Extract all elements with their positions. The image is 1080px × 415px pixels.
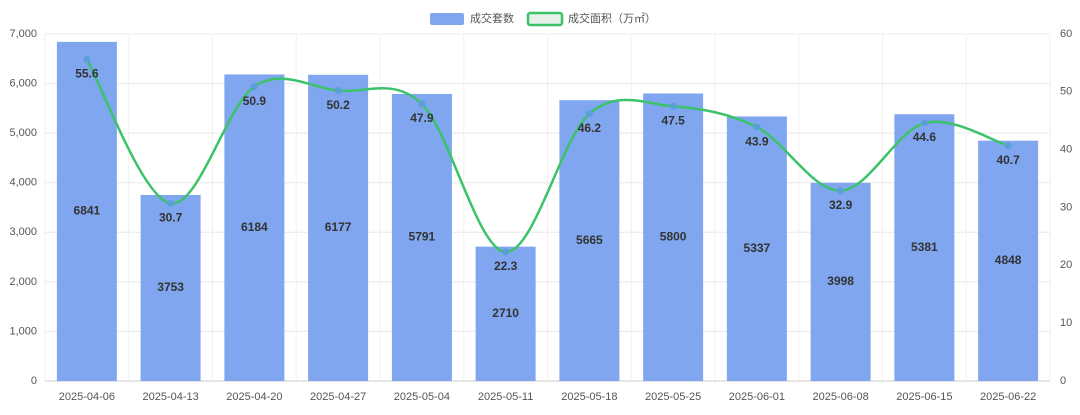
bar (391, 93, 452, 381)
line-point (753, 123, 761, 131)
line-value-label: 32.9 (829, 198, 853, 212)
bar (224, 74, 285, 381)
y2-tick-label: 20 (1060, 259, 1072, 271)
bar (810, 182, 871, 381)
bar-value-label: 6841 (74, 204, 101, 218)
x-tick-label: 2025-05-25 (645, 391, 701, 403)
bar-value-label: 6184 (241, 220, 268, 234)
bar (56, 41, 117, 381)
bar-value-label: 3753 (157, 280, 184, 294)
line-point (83, 55, 91, 63)
line-value-label: 47.9 (410, 111, 434, 125)
line-point (334, 87, 342, 95)
x-tick-label: 2025-05-11 (478, 391, 533, 403)
line-value-label: 22.3 (494, 259, 518, 273)
y-tick-label: 1,000 (9, 325, 37, 337)
bar (559, 100, 620, 381)
line-point (585, 110, 593, 118)
y-tick-label: 3,000 (9, 226, 37, 238)
legend-swatch (430, 13, 464, 25)
y2-tick-label: 10 (1060, 317, 1072, 329)
line-value-label: 44.6 (913, 130, 937, 144)
line-value-label: 46.2 (578, 121, 602, 135)
y2-tick-label: 50 (1060, 86, 1072, 98)
line-value-label: 30.7 (159, 211, 183, 225)
x-tick-label: 2025-04-06 (59, 391, 115, 403)
line-value-label: 50.2 (326, 98, 350, 112)
line-value-label: 55.6 (75, 67, 99, 81)
line-point (1004, 142, 1012, 150)
bar-value-label: 5665 (576, 233, 603, 247)
bar-value-label: 4848 (995, 253, 1022, 267)
bar-value-label: 5337 (744, 241, 771, 255)
y-tick-label: 0 (31, 375, 37, 387)
x-tick-label: 2025-04-27 (310, 391, 366, 403)
bar (978, 140, 1039, 381)
bar-value-label: 3998 (827, 274, 854, 288)
y-tick-label: 7,000 (9, 28, 37, 40)
line-value-label: 43.9 (745, 134, 769, 148)
y2-tick-label: 40 (1060, 144, 1072, 156)
x-tick-label: 2025-06-01 (729, 391, 785, 403)
x-tick-label: 2025-04-13 (142, 391, 198, 403)
line-value-label: 50.9 (243, 94, 267, 108)
line-point (837, 187, 845, 195)
bar-value-label: 6177 (325, 220, 352, 234)
line-point (502, 248, 510, 256)
y-tick-label: 2,000 (9, 276, 37, 288)
bar-value-label: 5791 (409, 230, 436, 244)
x-tick-label: 2025-06-08 (812, 391, 868, 403)
y2-tick-label: 0 (1060, 375, 1066, 387)
y-tick-label: 4,000 (9, 177, 37, 189)
line-value-label: 40.7 (996, 153, 1020, 167)
line-point (920, 119, 928, 127)
bar-value-label: 5381 (911, 240, 938, 254)
legend-label: 成交套数 (470, 11, 514, 25)
bar (894, 114, 955, 382)
line-point (418, 100, 426, 108)
x-tick-label: 2025-06-15 (896, 391, 952, 403)
line-point (250, 83, 258, 91)
x-tick-label: 2025-05-18 (561, 391, 617, 403)
bar (308, 74, 369, 381)
x-tick-label: 2025-05-04 (394, 391, 450, 403)
y-tick-label: 5,000 (9, 127, 37, 139)
bar (140, 194, 201, 381)
legend-label: 成交面积（万㎡） (568, 11, 656, 25)
x-tick-label: 2025-04-20 (226, 391, 282, 403)
legend-swatch (526, 11, 564, 27)
bar (726, 116, 787, 381)
y-tick-label: 6,000 (9, 77, 37, 89)
bar-value-label: 2710 (492, 306, 519, 320)
y2-tick-label: 60 (1060, 28, 1072, 40)
line-point (669, 102, 677, 110)
y2-tick-label: 30 (1060, 201, 1072, 213)
line-point (167, 199, 175, 207)
bar (475, 246, 536, 381)
bar (643, 93, 704, 381)
line-value-label: 47.5 (661, 113, 685, 127)
x-tick-label: 2025-06-22 (980, 391, 1036, 403)
bar-value-label: 5800 (660, 229, 687, 243)
